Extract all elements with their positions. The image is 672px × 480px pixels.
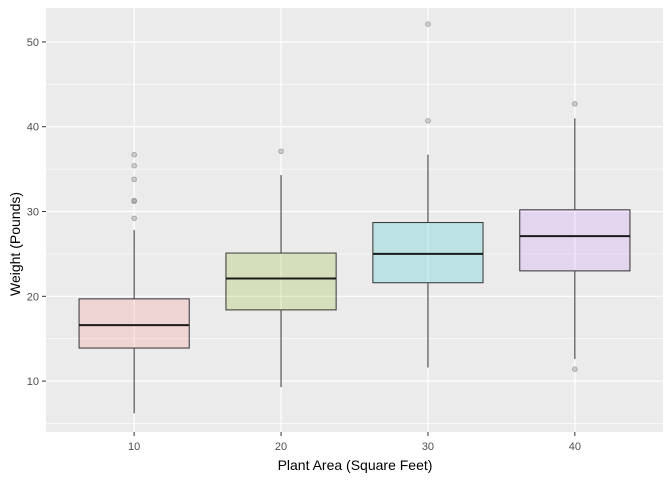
x-axis-title: Plant Area (Square Feet) — [278, 457, 433, 473]
y-tick-label: 10 — [27, 376, 39, 388]
plot-panel — [46, 8, 663, 432]
outlier-point — [425, 118, 431, 124]
boxplot-series — [78, 21, 631, 414]
outlier-point — [131, 215, 137, 222]
x-tick-label: 10 — [128, 441, 140, 453]
y-axis: 10 20 30 40 50 — [27, 37, 46, 388]
x-tick-label: 30 — [422, 441, 434, 453]
y-tick-label: 30 — [27, 207, 39, 219]
y-axis-title: Weight (Pounds) — [7, 192, 23, 296]
box-group-10 — [78, 152, 190, 414]
x-axis: 10 20 30 40 — [128, 432, 581, 453]
x-tick-label: 20 — [275, 441, 287, 453]
box-group-30 — [372, 21, 484, 368]
box — [372, 222, 484, 284]
box-group-40 — [519, 101, 631, 372]
box — [519, 209, 631, 272]
outlier-point — [131, 152, 137, 158]
minor-gridlines — [46, 84, 663, 424]
outlier-point — [572, 101, 578, 107]
y-tick-label: 40 — [27, 122, 39, 134]
outlier-point — [425, 21, 431, 27]
box-group-20 — [225, 148, 337, 388]
box — [78, 298, 190, 349]
y-tick-label: 20 — [27, 291, 39, 303]
outlier-point — [131, 197, 137, 204]
outlier-point — [278, 148, 284, 155]
outlier-point — [131, 176, 137, 182]
outlier-point — [572, 366, 578, 372]
box — [225, 252, 337, 311]
outlier-point — [131, 163, 137, 169]
y-tick-label: 50 — [27, 37, 39, 49]
x-tick-label: 40 — [569, 441, 581, 453]
